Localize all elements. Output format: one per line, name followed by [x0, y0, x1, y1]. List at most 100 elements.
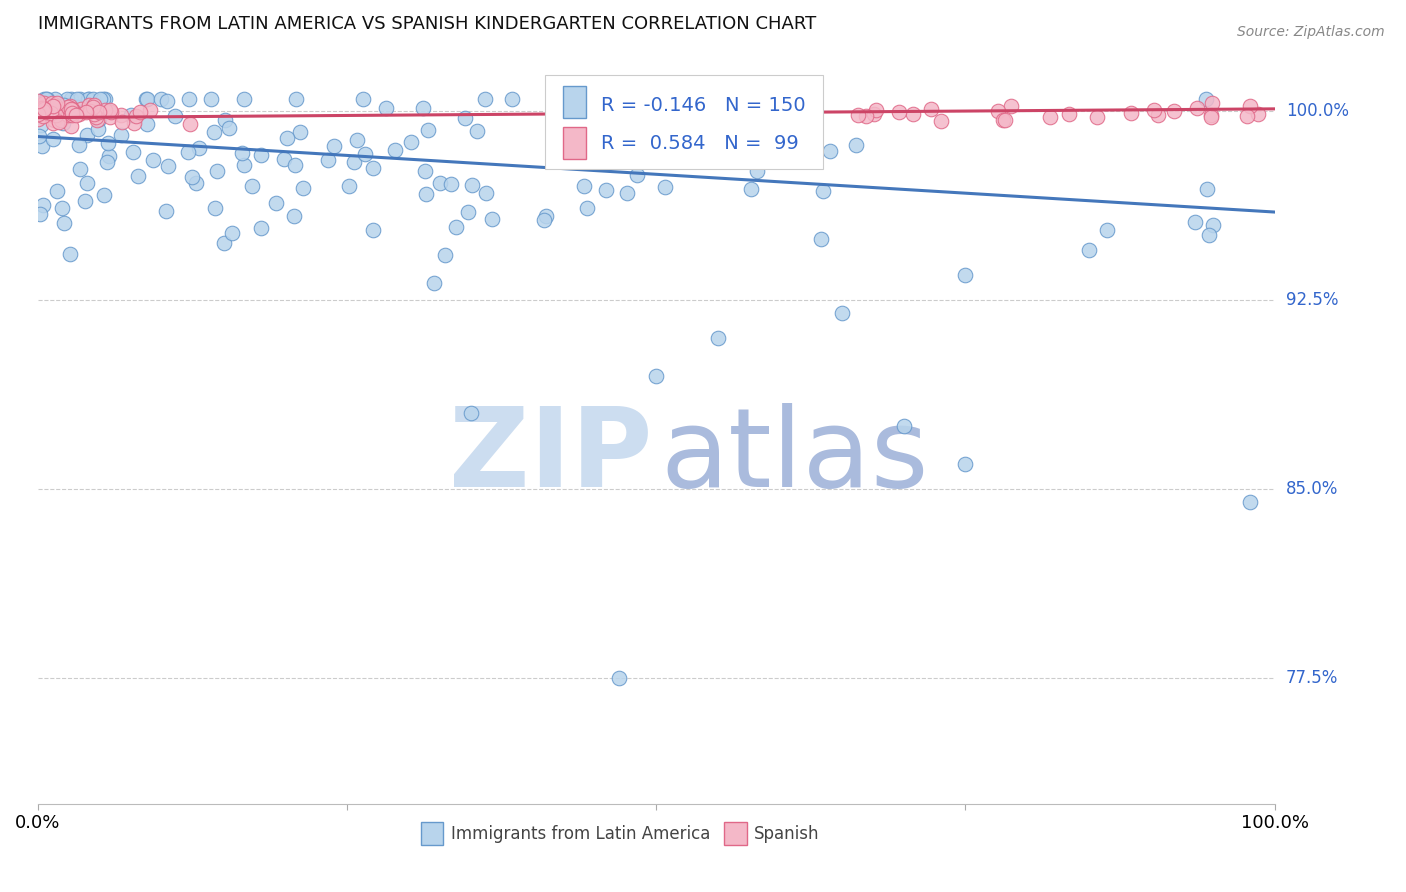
Point [384, 143, 406, 157]
Point [46, 106, 69, 120]
Point [276, 130, 298, 145]
Point [42, 132, 65, 146]
Point [121, 145, 143, 159]
Text: 92.5%: 92.5% [1286, 291, 1339, 310]
Point [250, 220, 273, 235]
Point [86, 122, 108, 136]
Point [59, 92, 82, 106]
Point [460, 406, 482, 420]
Point [654, 180, 676, 194]
Point [501, 92, 523, 106]
Point [91, 92, 114, 106]
Point [893, 419, 915, 434]
Point [42, 99, 65, 113]
Point [84, 110, 107, 124]
Point [221, 227, 243, 241]
Point [202, 125, 225, 139]
Point [346, 133, 368, 147]
Point [59, 247, 82, 261]
Point [77, 92, 100, 106]
Point [32, 96, 55, 111]
Point [52, 116, 75, 130]
Point [284, 158, 307, 172]
Point [865, 103, 887, 117]
Point [44, 98, 66, 112]
Point [38, 101, 60, 115]
Point [181, 170, 204, 185]
Point [41, 96, 63, 111]
Point [887, 105, 910, 120]
Point [76, 128, 98, 143]
Point [475, 186, 498, 201]
Point [177, 145, 200, 159]
Point [69, 92, 91, 106]
Point [97, 136, 120, 151]
Point [35, 98, 58, 112]
Point [53, 216, 76, 230]
Point [186, 176, 208, 190]
Point [127, 169, 149, 184]
Point [727, 101, 749, 115]
Point [35, 92, 58, 106]
Point [28, 103, 51, 118]
Point [157, 159, 180, 173]
Point [375, 101, 398, 115]
Point [787, 103, 810, 118]
Point [1039, 111, 1062, 125]
Point [110, 128, 132, 142]
Point [240, 178, 263, 193]
Point [233, 158, 256, 172]
Point [1095, 223, 1118, 237]
Point [273, 152, 295, 166]
Point [855, 109, 877, 123]
Point [457, 204, 479, 219]
Point [1163, 103, 1185, 118]
Point [676, 153, 699, 167]
Point [67, 138, 90, 153]
Text: IMMIGRANTS FROM LATIN AMERICA VS SPANISH KINDERGARTEN CORRELATION CHART: IMMIGRANTS FROM LATIN AMERICA VS SPANISH… [38, 15, 815, 33]
Point [60, 107, 83, 121]
Point [576, 202, 599, 216]
Point [136, 92, 159, 106]
Point [533, 212, 555, 227]
Point [82, 100, 104, 114]
Point [135, 117, 157, 131]
Point [901, 107, 924, 121]
Point [67, 107, 90, 121]
Point [165, 109, 187, 123]
Point [93, 103, 115, 117]
Point [37, 92, 59, 106]
Point [75, 105, 97, 120]
Point [66, 100, 89, 114]
Point [416, 123, 439, 137]
Point [60, 102, 83, 116]
Point [32, 103, 55, 117]
Text: ZIP: ZIP [449, 402, 652, 509]
Point [544, 128, 567, 142]
Point [1057, 107, 1080, 121]
Point [28, 207, 51, 221]
Point [607, 671, 630, 685]
Point [1121, 106, 1143, 120]
Point [595, 183, 617, 197]
Point [534, 209, 557, 223]
Point [754, 103, 776, 117]
Text: Source: ZipAtlas.com: Source: ZipAtlas.com [1237, 25, 1385, 39]
Point [778, 112, 800, 126]
Point [32, 109, 55, 123]
Point [316, 153, 339, 167]
Point [773, 100, 796, 114]
Point [716, 100, 738, 114]
Point [98, 103, 121, 117]
Bar [564, 127, 586, 159]
Point [1199, 110, 1222, 124]
Point [94, 92, 117, 106]
Point [250, 148, 273, 162]
FancyBboxPatch shape [546, 75, 823, 169]
Point [60, 102, 83, 116]
Point [740, 181, 762, 195]
Point [461, 178, 484, 193]
Point [354, 147, 377, 161]
Point [65, 92, 87, 106]
Point [413, 164, 436, 178]
